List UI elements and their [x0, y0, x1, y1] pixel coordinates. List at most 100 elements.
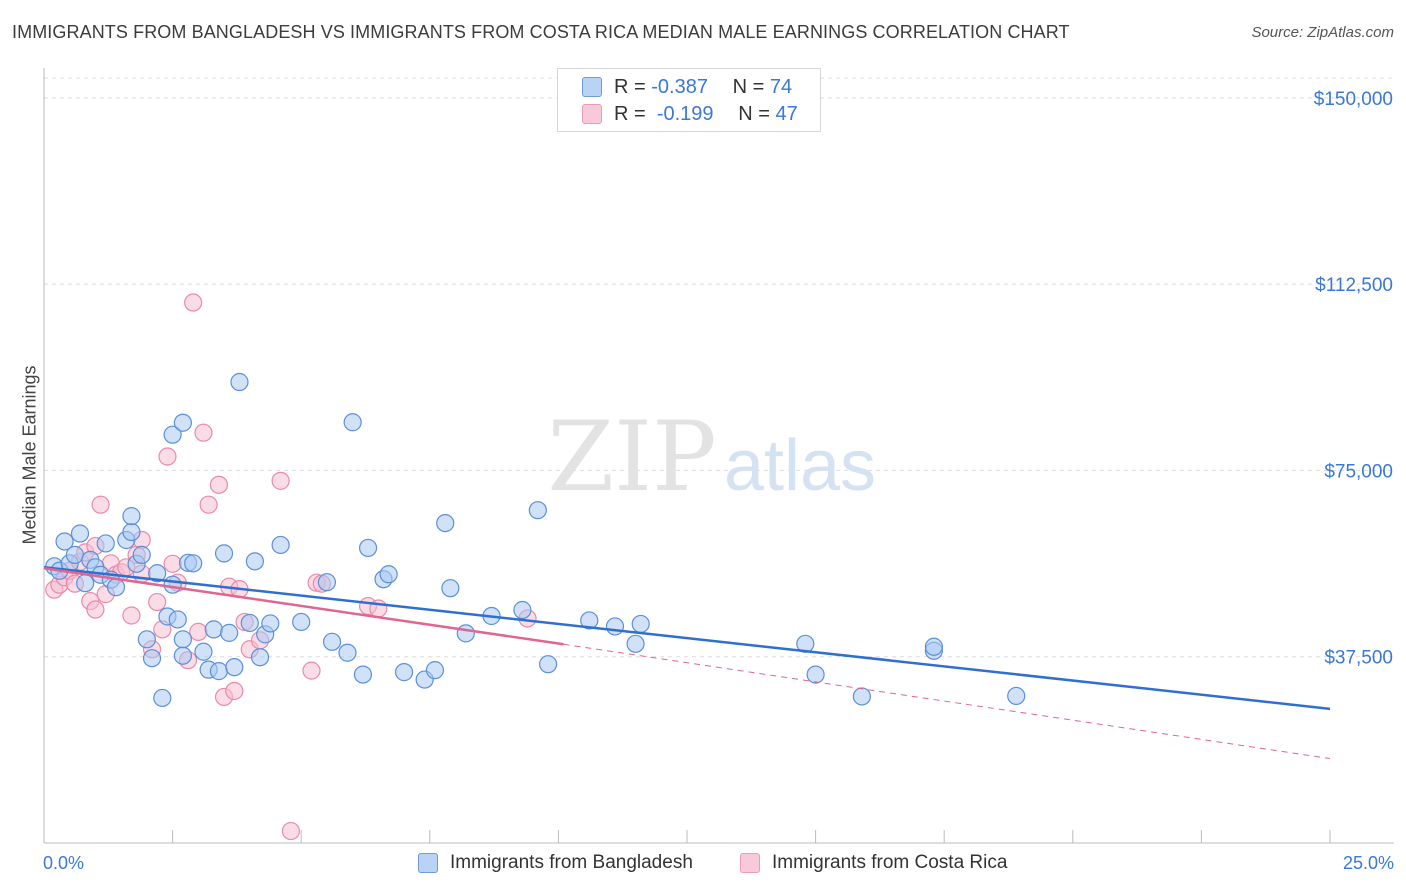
costa-rica-point: [122, 606, 141, 625]
legend-r-label: R =: [614, 75, 646, 98]
bangladesh-point: [322, 632, 342, 651]
bangladesh-point: [343, 413, 362, 432]
bangladesh-point: [209, 662, 228, 681]
costa-rica-point: [86, 600, 105, 619]
watermark-atlas: atlas: [724, 426, 876, 506]
bangladesh-point: [55, 532, 74, 551]
y-tick-label: $37,500: [1324, 648, 1393, 669]
bangladesh-point: [245, 552, 265, 571]
bangladesh-point: [924, 637, 944, 656]
y-tick-label: $75,000: [1324, 461, 1393, 482]
x-tick-max: 25.0%: [1342, 853, 1394, 873]
bangladesh-point: [441, 579, 460, 598]
costa-rica-point: [302, 661, 321, 680]
bangladesh-point: [122, 507, 141, 526]
bangladesh-point: [358, 538, 378, 558]
x-tick-min: 0.0%: [43, 853, 85, 873]
costa-rica-point: [281, 821, 301, 841]
costa-rica-point: [271, 471, 290, 490]
correlation-legend: R = -0.387 N = 74 R = -0.199 N = 47: [557, 68, 821, 132]
bangladesh-point: [173, 413, 192, 432]
bangladesh-point: [96, 534, 115, 553]
bangladesh-point: [338, 643, 357, 662]
chart-source: Source: ZipAtlas.com: [1251, 24, 1394, 41]
blue-swatch: [582, 77, 602, 97]
costa-rica-point: [163, 554, 182, 573]
costa-rica-point: [91, 495, 110, 514]
bangladesh-point: [806, 665, 825, 684]
costa-rica-point: [158, 447, 177, 466]
y-tick-labels: $37,500 $75,000 $112,500 $150,000: [1314, 89, 1393, 669]
bangladesh-point: [225, 658, 244, 677]
bangladesh-point: [106, 578, 126, 597]
bangladesh-point: [214, 544, 234, 563]
bangladesh-point: [626, 634, 645, 653]
pink-swatch: [740, 853, 760, 873]
bangladesh-point: [394, 663, 414, 682]
legend-n-value: 47: [775, 102, 798, 125]
watermark: ZIP atlas: [547, 401, 876, 513]
legend-r-value: -0.387: [651, 75, 708, 98]
costa-rica-trend-extension: [563, 643, 1331, 760]
bangladesh-point: [250, 648, 270, 667]
legend-row-costa-rica: R = -0.199 N = 47: [582, 101, 798, 127]
legend-r-value: -0.199: [656, 102, 714, 125]
bangladesh-point: [148, 564, 167, 583]
legend-item-costa-rica: Immigrants from Costa Rica: [740, 852, 1007, 874]
bangladesh-point: [184, 554, 203, 573]
costa-rica-point: [148, 592, 167, 612]
bangladesh-point: [261, 614, 280, 633]
legend-item-bangladesh: Immigrants from Bangladesh: [418, 852, 693, 874]
bangladesh-point: [220, 623, 239, 642]
watermark-zip: ZIP: [547, 401, 716, 513]
bangladesh-point: [137, 630, 156, 649]
chart-title: IMMIGRANTS FROM BANGLADESH VS IMMIGRANTS…: [12, 22, 1070, 42]
costa-rica-points: [45, 293, 537, 841]
grid-lines: [44, 77, 1394, 658]
legend-row-bangladesh: R = -0.387 N = 74: [582, 74, 792, 100]
bangladesh-trend-line: [43, 566, 1331, 711]
bangladesh-point: [240, 613, 259, 633]
bangladesh-points: [45, 372, 1026, 708]
bangladesh-point: [1007, 686, 1026, 706]
bangladesh-point: [76, 574, 95, 593]
legend-r-label: R =: [614, 102, 646, 125]
bangladesh-point: [852, 687, 871, 706]
bangladesh-point: [379, 565, 398, 584]
costa-rica-point: [225, 681, 244, 701]
bangladesh-point: [353, 665, 373, 684]
bangladesh-point: [513, 600, 532, 620]
costa-rica-point: [194, 423, 213, 442]
costa-rica-trend-line: [43, 567, 564, 646]
bangladesh-point: [173, 630, 192, 649]
bangladesh-point: [605, 617, 625, 636]
bangladesh-point: [204, 620, 223, 639]
legend-n-label: N =: [732, 75, 765, 98]
legend-n-label: N =: [738, 102, 770, 125]
bangladesh-point: [173, 646, 192, 665]
bangladesh-point: [292, 612, 311, 632]
pink-swatch: [582, 104, 602, 124]
bangladesh-point: [122, 522, 141, 542]
bangladesh-point: [539, 655, 558, 674]
bangladesh-point: [271, 535, 290, 555]
bangladesh-point: [194, 642, 213, 661]
bangladesh-point: [580, 611, 599, 630]
legend-label-bangladesh: Immigrants from Bangladesh: [450, 852, 693, 873]
bangladesh-point: [631, 614, 650, 634]
costa-rica-point: [209, 475, 228, 494]
bangladesh-point: [132, 545, 151, 564]
bangladesh-point: [70, 524, 90, 543]
bangladesh-point: [317, 573, 337, 592]
bangladesh-point: [163, 575, 182, 594]
legend-n-value: 74: [769, 75, 793, 98]
y-tick-label: $150,000: [1314, 89, 1393, 110]
bangladesh-point: [65, 545, 84, 564]
axes: [43, 68, 1394, 844]
bangladesh-point: [168, 610, 187, 629]
bangladesh-point: [230, 372, 249, 392]
bangladesh-point: [456, 624, 475, 643]
trend-lines: [43, 566, 1331, 760]
bangladesh-point: [153, 688, 172, 708]
